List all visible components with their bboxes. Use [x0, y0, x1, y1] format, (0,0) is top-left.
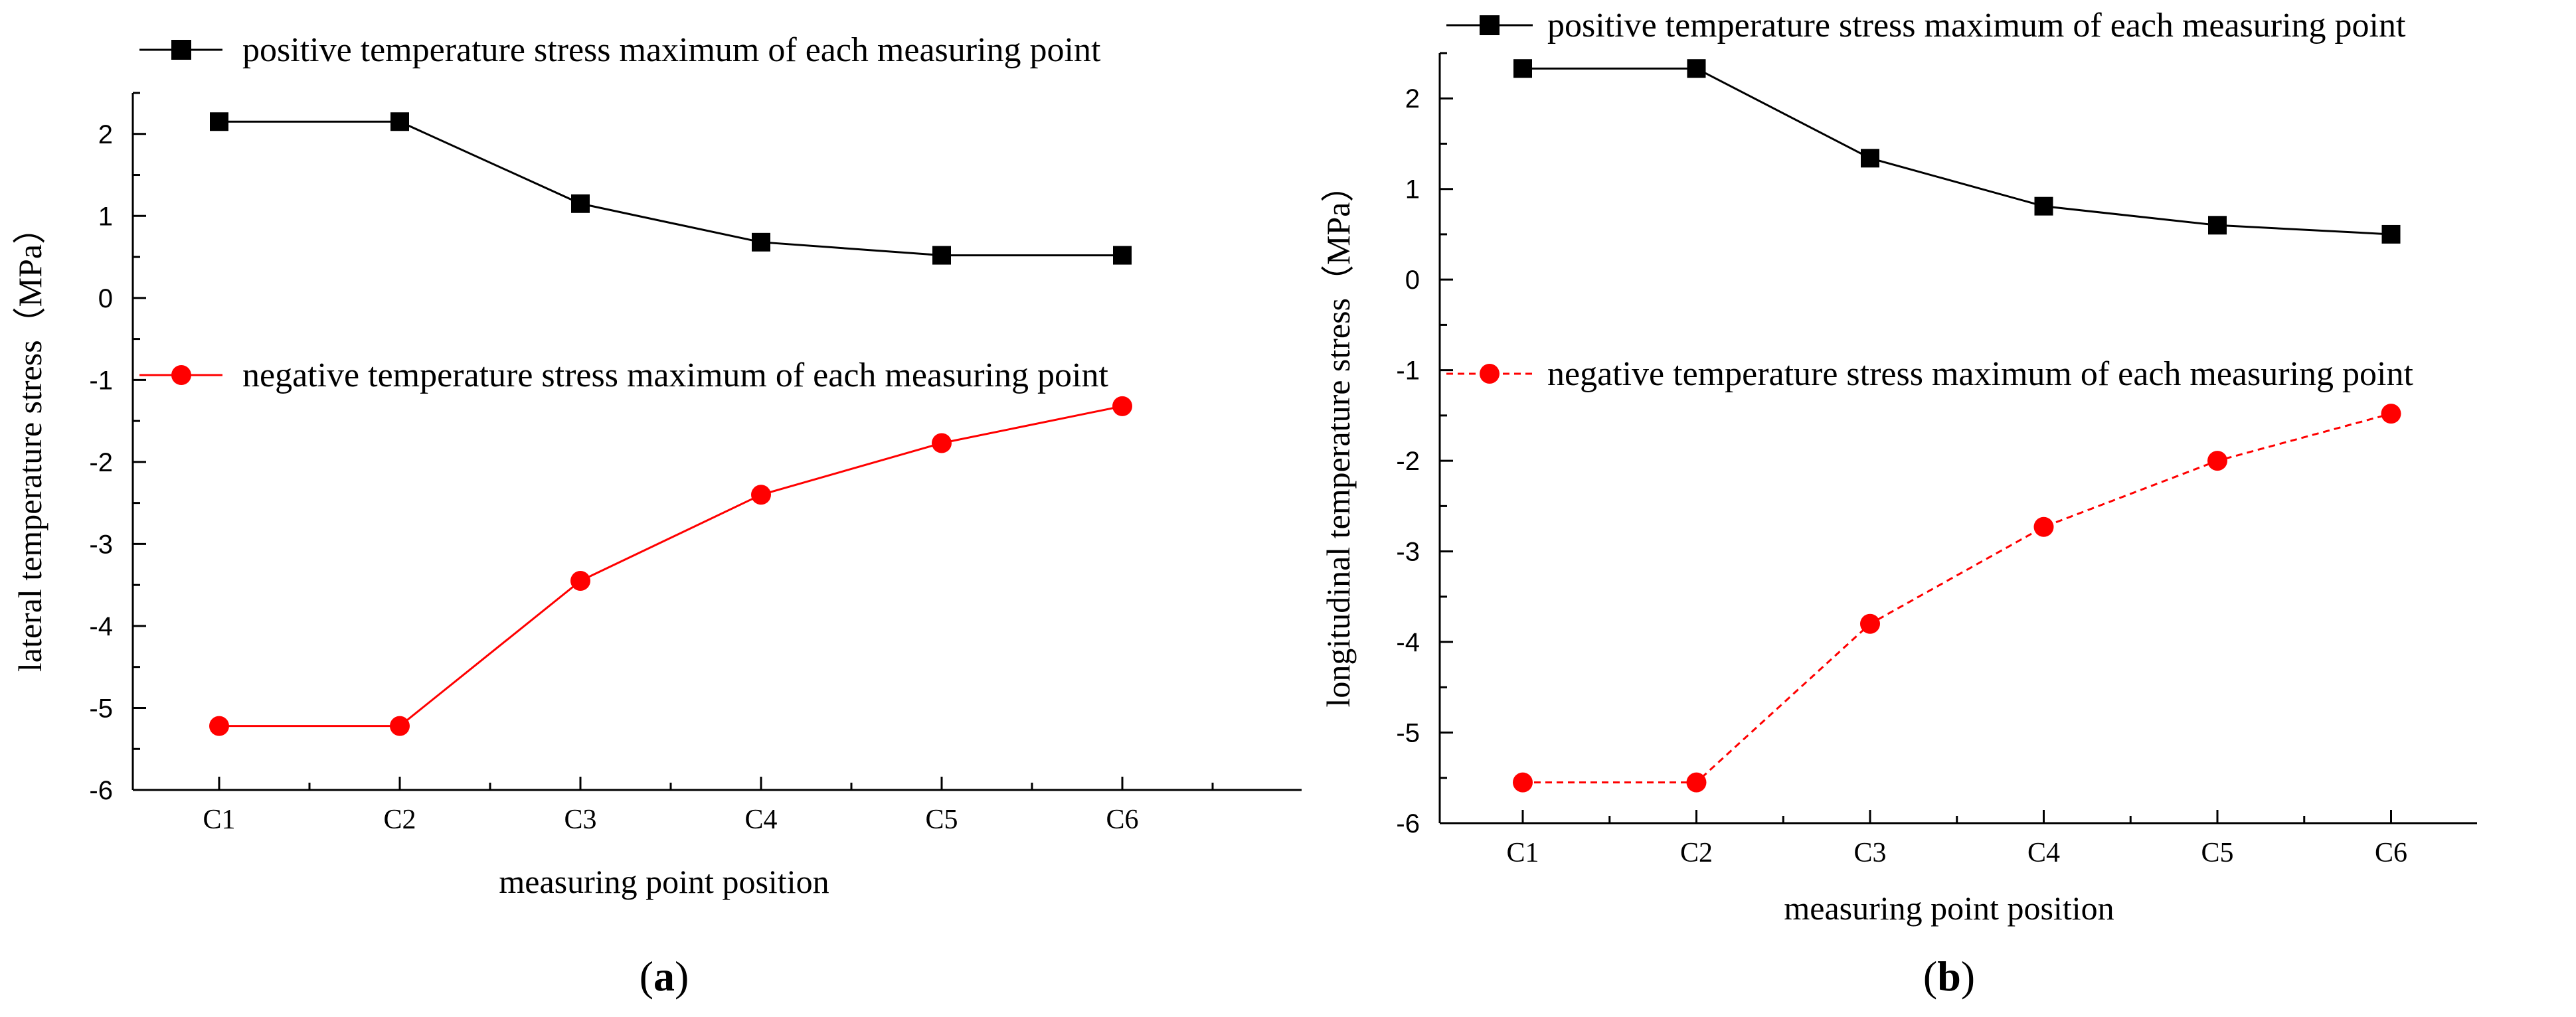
x-tick-label: C6 — [1106, 805, 1138, 835]
data-point-circle — [932, 433, 952, 453]
legend-circle-marker — [1480, 364, 1500, 384]
y-tick-label: -1 — [1396, 356, 1420, 386]
legend-label-negative: negative temperature stress maximum of e… — [242, 356, 1108, 394]
legend-positive: positive temperature stress maximum of e… — [1446, 7, 2406, 44]
data-point-circle — [2381, 404, 2401, 424]
legend-label-negative: negative temperature stress maximum of e… — [1547, 355, 2413, 393]
y-tick-label: -5 — [89, 694, 113, 723]
panel-b-chart: -6 -5 -4 -3 -2 -1 0 1 2 C1 C2 C3 C4 C5 C6 measuring p… — [1320, 7, 2477, 1000]
panel-a-chart: -6 -5 -4 -3 -2 -1 0 1 2 C1 C2 C3 C4 C5 C6 measuring p… — [11, 31, 1302, 1000]
data-point-square — [2381, 224, 2401, 244]
legend-positive: positive temperature stress maximum of e… — [139, 31, 1101, 69]
data-point-circle — [1112, 396, 1132, 416]
y-tick-label: 0 — [98, 284, 113, 313]
panel-label: (b) — [1923, 953, 1975, 1000]
x-tick-label: C4 — [744, 805, 777, 835]
x-tick-label: C3 — [564, 805, 596, 835]
x-tick-label: C1 — [1506, 838, 1539, 868]
y-tick-label: -4 — [89, 612, 113, 641]
data-point-square — [1861, 149, 1879, 168]
x-tick-label: C5 — [925, 805, 958, 835]
y-tick-label: 0 — [1405, 266, 1420, 295]
y-tick-label: 1 — [98, 202, 113, 231]
series-line-positive — [219, 120, 1122, 257]
x-tick-label: C5 — [2201, 838, 2233, 868]
y-tick-label: -4 — [1396, 628, 1420, 657]
x-tick-label: C1 — [203, 805, 235, 835]
panel-label: (a) — [640, 953, 689, 1000]
data-point-circle — [2207, 451, 2227, 471]
y-tick-label: -2 — [89, 448, 113, 477]
x-tick-label: C3 — [1853, 838, 1886, 868]
x-axis-title: measuring point position — [499, 863, 829, 900]
data-point-square — [390, 112, 409, 131]
data-point-circle — [209, 716, 229, 736]
x-tick-label: C2 — [383, 805, 416, 835]
data-point-square — [1513, 59, 1532, 78]
data-point-square — [571, 194, 590, 213]
data-point-circle — [1513, 772, 1533, 793]
y-tick-label: 2 — [1405, 84, 1420, 114]
legend-square-marker — [1480, 15, 1500, 35]
y-tick-label: -6 — [89, 776, 113, 805]
data-point-square — [932, 246, 951, 265]
data-point-circle — [1686, 772, 1707, 793]
y-tick-label: 2 — [98, 120, 113, 149]
y-tick-label: -3 — [1396, 538, 1420, 567]
legend-negative: negative temperature stress maximum of e… — [139, 356, 1108, 394]
y-tick-label: -6 — [1396, 809, 1420, 838]
x-tick-label: C2 — [1680, 838, 1713, 868]
legend-label-positive: positive temperature stress maximum of e… — [242, 31, 1101, 69]
data-point-circle — [390, 716, 410, 736]
y-tick-label: -2 — [1396, 447, 1420, 476]
data-point-circle — [751, 485, 771, 505]
y-axis-title: longitudinal temperature stress（MPa） — [1320, 169, 1357, 708]
y-axis-title: lateral temperature stress（MPa） — [11, 211, 48, 672]
legend-square-marker — [171, 40, 191, 60]
y-tick-label: -5 — [1396, 719, 1420, 748]
legend-circle-marker — [171, 365, 191, 385]
data-point-circle — [1860, 613, 1880, 634]
data-point-square — [752, 232, 770, 252]
legend-label-positive: positive temperature stress maximum of e… — [1547, 7, 2406, 44]
data-point-square — [2034, 196, 2053, 216]
series-line-negative — [219, 405, 1123, 728]
x-tick-label: C6 — [2375, 838, 2407, 868]
x-tick-label: C4 — [2027, 838, 2060, 868]
data-point-square — [2208, 216, 2227, 235]
data-point-square — [210, 112, 228, 131]
data-point-circle — [570, 571, 590, 591]
x-axis-title: measuring point position — [1784, 890, 2114, 927]
series-line-negative — [1523, 412, 2391, 784]
series-line-positive — [1523, 67, 2391, 236]
data-point-square — [1687, 59, 1706, 78]
data-point-square — [1113, 246, 1132, 265]
y-tick-label: -3 — [89, 530, 113, 559]
y-tick-label: 1 — [1405, 175, 1420, 204]
y-tick-label: -1 — [89, 366, 113, 395]
data-point-circle — [2033, 516, 2054, 537]
legend-negative: negative temperature stress maximum of e… — [1446, 355, 2413, 393]
